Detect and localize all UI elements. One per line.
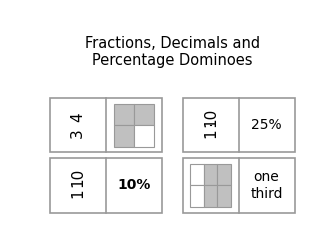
Bar bbox=[183, 98, 295, 152]
Text: 10: 10 bbox=[203, 108, 218, 127]
Bar bbox=[204, 185, 217, 207]
Text: 10%: 10% bbox=[117, 178, 151, 193]
Text: 25%: 25% bbox=[251, 118, 282, 132]
Text: Fractions, Decimals and
Percentage Dominoes: Fractions, Decimals and Percentage Domin… bbox=[85, 36, 260, 69]
Bar bbox=[50, 158, 162, 213]
Text: 3: 3 bbox=[70, 128, 85, 138]
Text: 1: 1 bbox=[203, 128, 218, 138]
Bar bbox=[191, 164, 204, 185]
Text: 4: 4 bbox=[70, 113, 85, 122]
Bar bbox=[191, 185, 204, 207]
Bar bbox=[114, 125, 134, 147]
Bar bbox=[114, 104, 134, 125]
Bar bbox=[217, 185, 231, 207]
Bar bbox=[217, 164, 231, 185]
Bar bbox=[134, 104, 154, 125]
Bar bbox=[183, 158, 295, 213]
Text: 1: 1 bbox=[70, 188, 85, 198]
Bar bbox=[134, 125, 154, 147]
Text: one
third: one third bbox=[250, 170, 283, 201]
Bar bbox=[50, 98, 162, 152]
Bar bbox=[204, 164, 217, 185]
Text: 10: 10 bbox=[70, 168, 85, 187]
